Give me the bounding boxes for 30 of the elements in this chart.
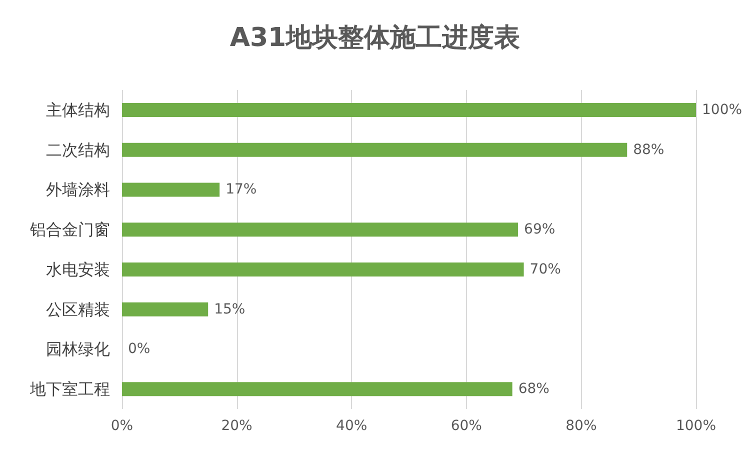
data-label: 0% <box>128 341 150 358</box>
y-tick-label: 二次结构 <box>46 140 110 160</box>
bar <box>122 142 628 157</box>
y-tick-label: 铝合金门窗 <box>29 220 110 240</box>
data-label: 15% <box>214 301 246 318</box>
data-label: 100% <box>702 102 742 118</box>
x-tick-label: 60% <box>450 418 482 434</box>
y-tick-label: 公区精装 <box>46 300 110 319</box>
y-tick-label: 水电安装 <box>46 260 110 279</box>
data-label: 69% <box>524 222 556 238</box>
bar <box>122 262 524 276</box>
data-label: 88% <box>633 142 664 158</box>
data-label: 70% <box>530 261 561 278</box>
x-tick-label: 0% <box>110 418 134 434</box>
x-tick-label: 80% <box>566 418 597 434</box>
bar <box>122 102 696 117</box>
bar <box>122 182 220 197</box>
y-tick-label: 主体结构 <box>46 100 110 120</box>
data-label: 17% <box>226 182 257 198</box>
data-label: 68% <box>518 381 550 398</box>
y-tick-label: 外墙涂料 <box>46 180 110 200</box>
y-tick-label: 园林绿化 <box>46 340 110 359</box>
bar <box>122 302 208 316</box>
x-tick-label: 100% <box>676 418 716 434</box>
bar <box>122 382 512 396</box>
y-tick-label: 地下室工程 <box>29 380 110 399</box>
x-tick-label: 40% <box>336 418 368 434</box>
x-tick-label: 20% <box>221 418 252 434</box>
bar <box>122 222 518 237</box>
chart-title: A31地块整体施工进度表 <box>230 23 520 53</box>
